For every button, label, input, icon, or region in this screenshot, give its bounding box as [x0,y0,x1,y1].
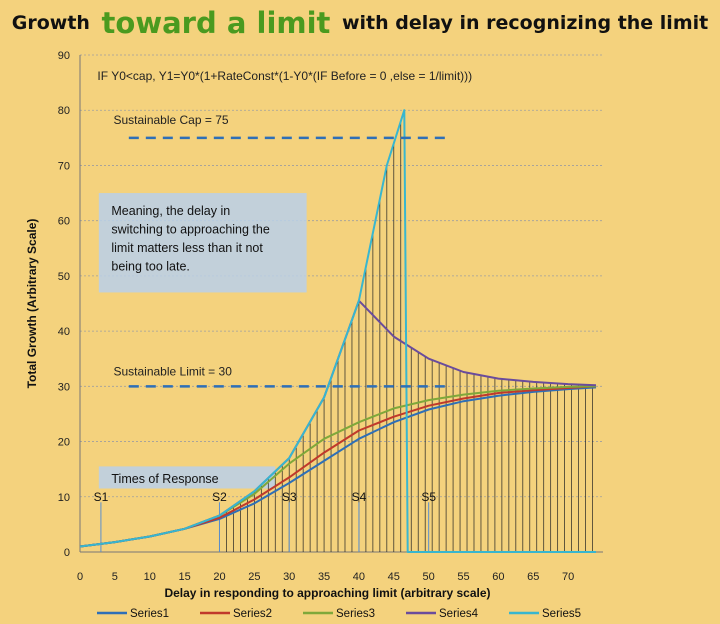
times-box [98,466,276,489]
y-tick-label: 40 [58,326,70,338]
response-marker-label: S5 [421,490,436,504]
response-marker-label: S3 [282,490,297,504]
y-tick-label: 80 [58,105,70,117]
x-tick-label: 10 [144,571,156,583]
x-tick-label: 40 [353,571,365,583]
y-axis-title: Total Growth (Arbitrary Scale) [25,219,39,389]
x-tick-label: 15 [178,571,190,583]
x-tick-label: 65 [527,571,539,583]
response-marker-label: S4 [352,490,367,504]
legend-label-series4: Series4 [439,608,479,620]
y-tick-label: 90 [58,50,70,62]
y-tick-label: 30 [58,381,70,393]
cap-label: Sustainable Cap = 75 [113,113,228,127]
legend: Series1 Series2 Series3 Series4 Series5 [97,608,581,620]
x-tick-label: 50 [423,571,435,583]
x-tick-label: 35 [318,571,330,583]
legend-label-series5: Series5 [542,608,581,620]
y-tick-label: 70 [58,160,70,172]
x-tick-label: 45 [388,571,400,583]
x-tick-label: 5 [112,571,118,583]
x-tick-label: 60 [492,571,504,583]
x-tick-label: 70 [562,571,574,583]
limit-label: Sustainable Limit = 30 [113,364,232,378]
x-axis-title: Delay in responding to approaching limit… [164,586,490,600]
series-line-series5 [79,109,596,553]
times-of-response-label: Times of Response [111,472,218,486]
response-marker-label: S1 [94,490,109,504]
formula-text: IF Y0<cap, Y1=Y0*(1+RateConst*(1-Y0*(IF … [97,69,472,83]
title-part-3: with delay in recognizing the limit [341,12,709,34]
legend-label-series3: Series3 [336,608,375,620]
title-part-2: toward a limit [101,6,331,40]
meaning-box [98,193,307,293]
meaning-text-line: switching to approaching the [111,223,269,237]
y-tick-label: 0 [64,547,70,559]
x-tick-label: 0 [77,571,83,583]
x-tick-label: 30 [283,571,295,583]
hatch-lines [219,121,593,552]
response-marker-label: S2 [212,490,227,504]
x-tick-label: 55 [457,571,469,583]
y-tick-label: 60 [58,216,70,228]
meaning-text-line: limit matters less than it not [111,241,263,255]
y-tick-label: 20 [58,437,70,449]
y-tick-label: 50 [58,271,70,283]
title-part-1: Growth [11,12,90,34]
x-tick-label: 20 [213,571,225,583]
y-tick-label: 10 [58,492,70,504]
chart-title: Growth toward a limit with delay in reco… [0,0,720,46]
legend-label-series1: Series1 [130,608,169,620]
meaning-text-line: being too late. [111,260,190,274]
x-tick-label: 25 [248,571,260,583]
meaning-text-line: Meaning, the delay in [111,204,230,218]
legend-label-series2: Series2 [233,608,272,620]
